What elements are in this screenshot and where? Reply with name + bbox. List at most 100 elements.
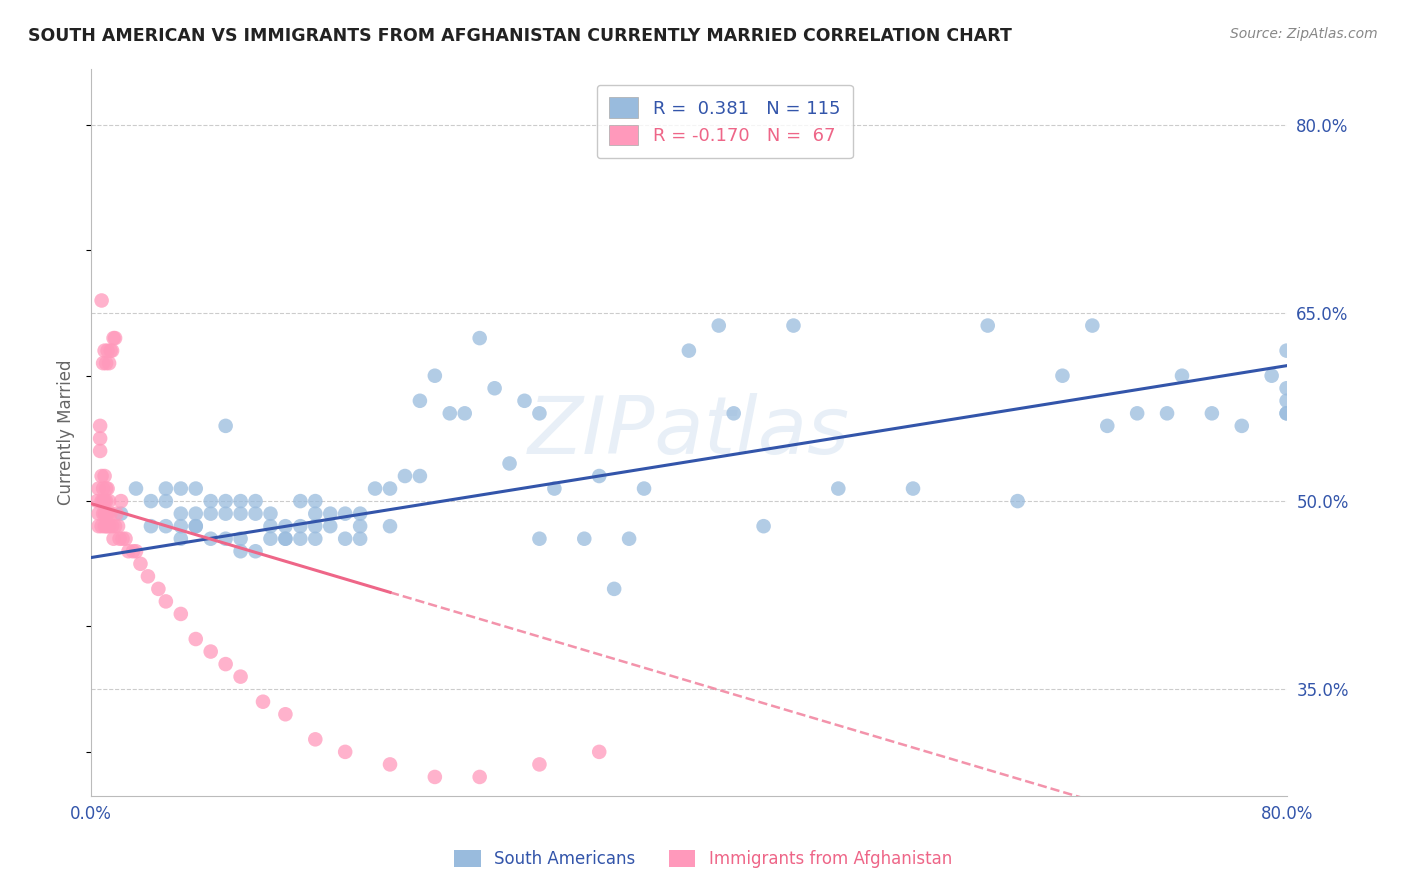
Point	[259, 532, 281, 546]
Point	[1126, 406, 1149, 420]
Point	[108, 532, 131, 546]
Point	[259, 507, 281, 521]
Point	[723, 406, 745, 420]
Point	[1275, 381, 1298, 395]
Point	[335, 507, 357, 521]
Point	[378, 757, 401, 772]
Point	[139, 494, 162, 508]
Point	[1081, 318, 1104, 333]
Point	[349, 532, 371, 546]
Point	[214, 507, 236, 521]
Point	[1201, 406, 1223, 420]
Point	[90, 494, 112, 508]
Point	[1097, 418, 1119, 433]
Point	[543, 482, 565, 496]
Point	[229, 670, 252, 684]
Point	[468, 331, 491, 345]
Text: ZIPatlas: ZIPatlas	[527, 393, 851, 471]
Point	[1156, 406, 1178, 420]
Point	[409, 393, 432, 408]
Point	[122, 544, 145, 558]
Point	[513, 393, 536, 408]
Point	[170, 507, 193, 521]
Point	[1171, 368, 1194, 383]
Point	[91, 482, 114, 496]
Point	[214, 532, 236, 546]
Point	[304, 532, 326, 546]
Point	[901, 482, 924, 496]
Point	[103, 331, 125, 345]
Point	[89, 418, 111, 433]
Point	[529, 406, 551, 420]
Point	[94, 507, 117, 521]
Point	[170, 482, 193, 496]
Point	[588, 469, 610, 483]
Point	[97, 507, 120, 521]
Point	[91, 507, 114, 521]
Point	[105, 507, 128, 521]
Point	[139, 519, 162, 533]
Point	[97, 482, 120, 496]
Point	[752, 519, 775, 533]
Point	[603, 582, 626, 596]
Point	[184, 507, 207, 521]
Point	[229, 544, 252, 558]
Point	[977, 318, 1000, 333]
Point	[290, 532, 312, 546]
Text: Source: ZipAtlas.com: Source: ZipAtlas.com	[1230, 27, 1378, 41]
Point	[111, 532, 134, 546]
Point	[97, 519, 120, 533]
Point	[588, 745, 610, 759]
Point	[87, 507, 110, 521]
Point	[129, 557, 152, 571]
Point	[633, 482, 655, 496]
Point	[290, 494, 312, 508]
Point	[91, 494, 114, 508]
Point	[100, 507, 122, 521]
Point	[93, 519, 115, 533]
Point	[214, 494, 236, 508]
Legend: South Americans, Immigrants from Afghanistan: South Americans, Immigrants from Afghani…	[447, 843, 959, 875]
Point	[274, 519, 297, 533]
Point	[93, 494, 115, 508]
Point	[100, 343, 122, 358]
Point	[1275, 406, 1298, 420]
Point	[125, 482, 148, 496]
Point	[184, 519, 207, 533]
Point	[617, 532, 640, 546]
Point	[394, 469, 416, 483]
Point	[245, 544, 267, 558]
Point	[155, 482, 177, 496]
Point	[335, 745, 357, 759]
Point	[89, 431, 111, 445]
Point	[574, 532, 596, 546]
Point	[304, 507, 326, 521]
Point	[349, 519, 371, 533]
Point	[200, 532, 222, 546]
Point	[90, 519, 112, 533]
Point	[274, 707, 297, 722]
Point	[170, 607, 193, 621]
Point	[319, 519, 342, 533]
Point	[87, 482, 110, 496]
Point	[93, 507, 115, 521]
Point	[498, 457, 520, 471]
Point	[91, 356, 114, 370]
Point	[304, 494, 326, 508]
Point	[136, 569, 159, 583]
Point	[468, 770, 491, 784]
Point	[184, 482, 207, 496]
Point	[423, 770, 446, 784]
Point	[259, 519, 281, 533]
Point	[378, 482, 401, 496]
Point	[349, 507, 371, 521]
Point	[155, 494, 177, 508]
Point	[304, 732, 326, 747]
Point	[104, 331, 127, 345]
Point	[86, 494, 108, 508]
Point	[104, 519, 127, 533]
Point	[93, 343, 115, 358]
Point	[200, 644, 222, 658]
Point	[274, 532, 297, 546]
Point	[229, 494, 252, 508]
